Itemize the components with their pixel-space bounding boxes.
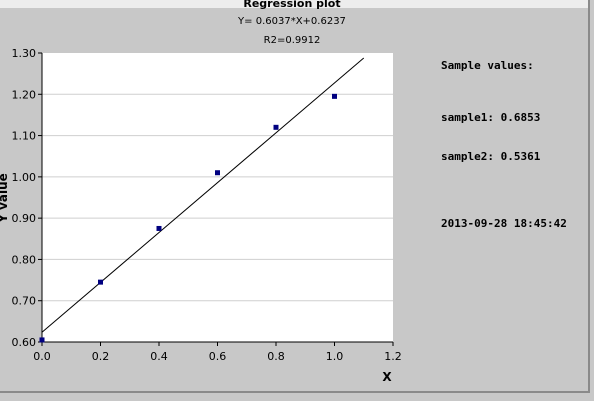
x-tick-label: 0.0 <box>33 350 51 363</box>
data-point <box>156 225 162 231</box>
window-top-strip <box>0 0 588 8</box>
data-point <box>39 337 45 343</box>
data-point <box>215 170 220 176</box>
regression-line-group <box>41 57 365 333</box>
sample1-value: sample1: 0.6853 <box>441 111 541 124</box>
y-tick-label: 1.00 <box>12 171 37 184</box>
sample-values-heading: Sample values: <box>441 59 534 72</box>
plot-area <box>42 53 393 342</box>
sample2-value: sample2: 0.5361 <box>441 150 541 163</box>
sample-values-panel: Sample values: sample1: 0.6853 sample2: … <box>441 33 567 256</box>
regression-chart: Regression plot Y= 0.6037*X+0.6237 R2=0.… <box>0 0 402 384</box>
x-tick-label: 0.2 <box>92 350 110 363</box>
x-tick-label: 0.6 <box>209 350 227 363</box>
y-axis-title: Y value <box>0 173 10 224</box>
data-point <box>332 93 337 99</box>
x-tick-label: 1.2 <box>384 350 402 363</box>
regression-line <box>41 57 365 333</box>
chart-title: Regression plot <box>243 0 340 10</box>
data-point <box>98 279 103 285</box>
data-point <box>273 124 279 130</box>
x-tick-label: 0.4 <box>150 350 168 363</box>
x-axis-ticks: 0.0 0.2 0.4 0.6 0.8 1.0 1.2 <box>33 341 402 363</box>
x-tick-label: 1.0 <box>326 350 344 363</box>
regression-equation: Y= 0.6037*X+0.6237 <box>237 16 346 27</box>
data-points <box>39 93 337 343</box>
x-axis-title: X <box>382 370 392 384</box>
y-tick-label: 1.20 <box>12 88 37 101</box>
x-tick-label: 0.8 <box>267 350 285 363</box>
y-tick-label: 1.10 <box>12 130 37 143</box>
y-axis-ticks: 0.60 0.70 0.80 0.90 1.00 1.10 1.20 1.30 <box>12 47 43 349</box>
r2-value: R2=0.9912 <box>264 35 321 46</box>
y-tick-label: 0.60 <box>12 336 37 349</box>
y-tick-label: 1.30 <box>12 47 37 60</box>
y-tick-label: 0.80 <box>12 253 37 266</box>
y-tick-label: 0.70 <box>12 295 37 308</box>
timestamp: 2013-09-28 18:45:42 <box>441 217 567 230</box>
y-tick-label: 0.90 <box>12 212 37 225</box>
chart-window: Regression plot Y= 0.6037*X+0.6237 R2=0.… <box>0 0 590 393</box>
